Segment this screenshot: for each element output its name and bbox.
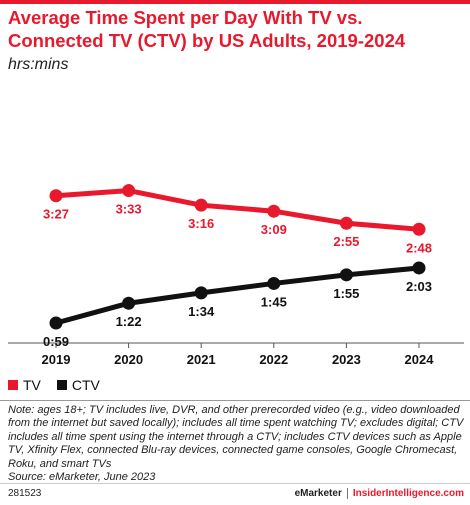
chart-source: Source: eMarketer, June 2023	[8, 471, 156, 484]
legend-item-ctv: CTV	[56, 377, 100, 393]
x-tick-label-2023: 2023	[332, 352, 361, 367]
data-label-tv-2024: 2:48	[406, 240, 432, 255]
data-label-ctv-2021: 1:34	[188, 304, 215, 319]
legend: TV CTV	[8, 377, 116, 393]
point-tv-2020	[122, 184, 136, 198]
series-line-ctv	[55, 265, 420, 326]
brand-separator	[346, 488, 348, 499]
point-tv-2023	[339, 216, 353, 230]
chart-subtitle: hrs:mins	[8, 56, 69, 73]
footer-divider	[0, 483, 470, 484]
data-label-tv-2023: 2:55	[333, 234, 359, 249]
point-tv-2021	[194, 198, 208, 212]
legend-label-ctv: CTV	[71, 377, 100, 393]
x-tick-label-2024: 2024	[405, 352, 435, 367]
brand-insiderintelligence: InsiderIntelligence.com	[352, 488, 464, 499]
legend-label-tv: TV	[23, 377, 41, 393]
x-tick-label-2019: 2019	[42, 352, 71, 367]
data-label-ctv-2019: 0:59	[43, 334, 69, 349]
notes-block: Note: ages 18+; TV includes live, DVR, a…	[8, 404, 466, 484]
x-tick-label-2022: 2022	[259, 352, 288, 367]
data-label-ctv-2020: 1:22	[116, 314, 142, 329]
data-label-tv-2022: 3:09	[261, 222, 287, 237]
data-label-tv-2020: 3:33	[116, 202, 142, 217]
point-ctv-2020	[122, 296, 136, 310]
x-tick-label-2021: 2021	[187, 352, 216, 367]
point-ctv-2019	[49, 316, 63, 330]
brand-emarketer: eMarketer	[294, 488, 342, 499]
legend-swatch-tv	[8, 380, 18, 390]
point-tv-2022	[267, 204, 281, 218]
series-line-tv	[55, 188, 420, 232]
chart-note: Note: ages 18+; TV includes live, DVR, a…	[8, 404, 464, 470]
chart-title: Average Time Spent per Day With TV vs. C…	[8, 7, 406, 51]
legend-swatch-ctv	[56, 380, 67, 390]
footer: 281523 eMarketer InsiderIntelligence.com	[8, 488, 464, 499]
brand: eMarketer InsiderIntelligence.com	[295, 488, 464, 499]
point-ctv-2024	[412, 261, 426, 275]
point-tv-2019	[49, 189, 63, 203]
legend-item-tv: TV	[8, 377, 41, 393]
point-ctv-2021	[194, 286, 208, 300]
data-label-tv-2021: 3:16	[188, 216, 214, 231]
point-ctv-2022	[267, 276, 281, 290]
point-ctv-2023	[339, 268, 353, 282]
data-label-ctv-2024: 2:03	[406, 279, 432, 294]
data-label-ctv-2023: 1:55	[333, 286, 359, 301]
x-tick-label-2020: 2020	[114, 352, 143, 367]
data-label-ctv-2022: 1:45	[261, 294, 287, 309]
note-divider	[0, 400, 470, 401]
top-accent-rule	[0, 0, 470, 4]
line-chart: 2019 2020 2021 2022 2023 2024 3:27 3:33 3:16 3:09…	[8, 184, 464, 367]
point-tv-2024	[412, 222, 426, 236]
data-label-tv-2019: 3:27	[43, 207, 69, 222]
chart-id: 281523	[8, 488, 42, 499]
